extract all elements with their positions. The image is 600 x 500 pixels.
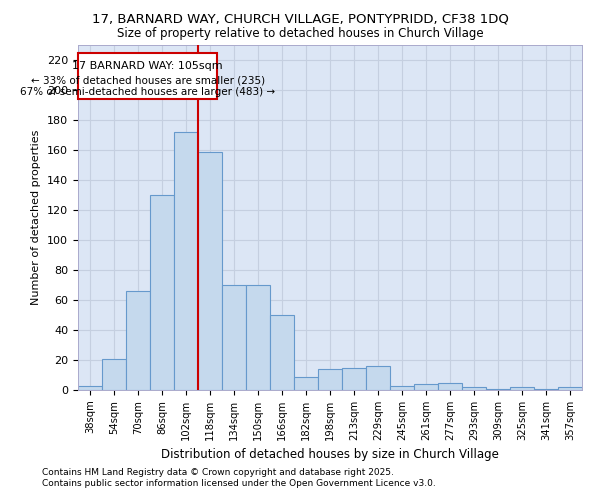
Text: 17, BARNARD WAY, CHURCH VILLAGE, PONTYPRIDD, CF38 1DQ: 17, BARNARD WAY, CHURCH VILLAGE, PONTYPR… <box>92 12 508 26</box>
Bar <box>294 376 318 390</box>
Text: 67% of semi-detached houses are larger (483) →: 67% of semi-detached houses are larger (… <box>20 88 275 98</box>
Bar <box>222 285 246 390</box>
Bar <box>342 368 366 390</box>
Text: Contains HM Land Registry data © Crown copyright and database right 2025.
Contai: Contains HM Land Registry data © Crown c… <box>42 468 436 487</box>
Bar <box>150 195 174 390</box>
Bar <box>102 358 126 390</box>
Bar <box>246 285 270 390</box>
Bar <box>198 152 222 390</box>
Bar <box>318 369 342 390</box>
Text: 17 BARNARD WAY: 105sqm: 17 BARNARD WAY: 105sqm <box>72 61 223 71</box>
Bar <box>558 387 582 390</box>
Bar <box>174 132 198 390</box>
Bar <box>510 387 534 390</box>
Bar <box>438 382 462 390</box>
Bar <box>486 388 510 390</box>
Text: Size of property relative to detached houses in Church Village: Size of property relative to detached ho… <box>116 28 484 40</box>
Bar <box>366 366 390 390</box>
Text: ← 33% of detached houses are smaller (235): ← 33% of detached houses are smaller (23… <box>31 76 265 86</box>
Bar <box>390 386 414 390</box>
FancyBboxPatch shape <box>78 52 217 99</box>
Bar <box>414 384 438 390</box>
Bar <box>270 315 294 390</box>
Y-axis label: Number of detached properties: Number of detached properties <box>31 130 41 305</box>
Bar <box>78 386 102 390</box>
Bar <box>462 387 486 390</box>
Bar <box>534 388 558 390</box>
X-axis label: Distribution of detached houses by size in Church Village: Distribution of detached houses by size … <box>161 448 499 462</box>
Bar <box>126 291 150 390</box>
